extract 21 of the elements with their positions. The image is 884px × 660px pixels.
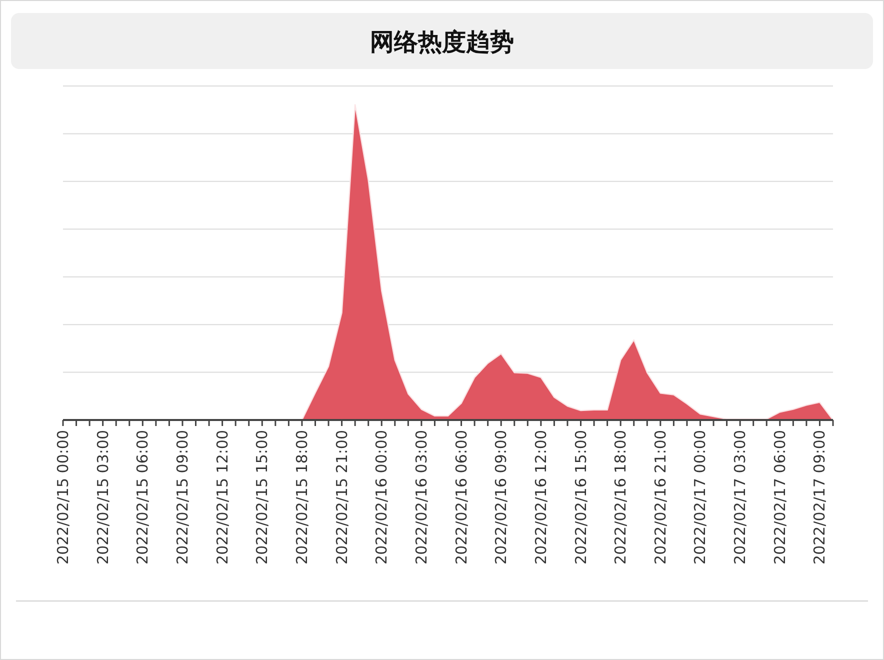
x-tick-label: 2022/02/16 21:00 — [651, 430, 670, 564]
x-tick-label: 2022/02/15 21:00 — [332, 430, 351, 564]
x-tick-label: 2022/02/16 18:00 — [612, 430, 630, 564]
x-tick-label: 2022/02/15 15:00 — [253, 430, 272, 564]
chart-title: 网络热度趋势 — [370, 28, 514, 56]
x-tick-label: 2022/02/16 03:00 — [412, 430, 430, 564]
x-tick-label: 2022/02/16 15:00 — [572, 430, 590, 564]
x-tick-label: 2022/02/15 09:00 — [173, 430, 192, 564]
x-tick-label: 2022/02/16 00:00 — [372, 430, 391, 564]
x-tick-label: 2022/02/15 12:00 — [213, 430, 232, 564]
x-tick-label: 2022/02/15 03:00 — [94, 430, 112, 564]
x-tick-label: 2022/02/17 03:00 — [731, 430, 750, 564]
x-tick-label: 2022/02/15 06:00 — [134, 430, 152, 564]
x-tick-label: 2022/02/17 09:00 — [810, 430, 829, 564]
x-tick-label: 2022/02/16 12:00 — [532, 430, 550, 564]
x-tick-label: 2022/02/17 00:00 — [691, 430, 710, 564]
x-tick-label: 2022/02/15 18:00 — [292, 430, 311, 564]
x-tick-label: 2022/02/15 00:00 — [54, 430, 72, 564]
x-tick-label: 2022/02/16 06:00 — [452, 430, 470, 564]
x-tick-label: 2022/02/17 06:00 — [770, 430, 789, 564]
x-tick-label: 2022/02/16 09:00 — [492, 430, 510, 564]
